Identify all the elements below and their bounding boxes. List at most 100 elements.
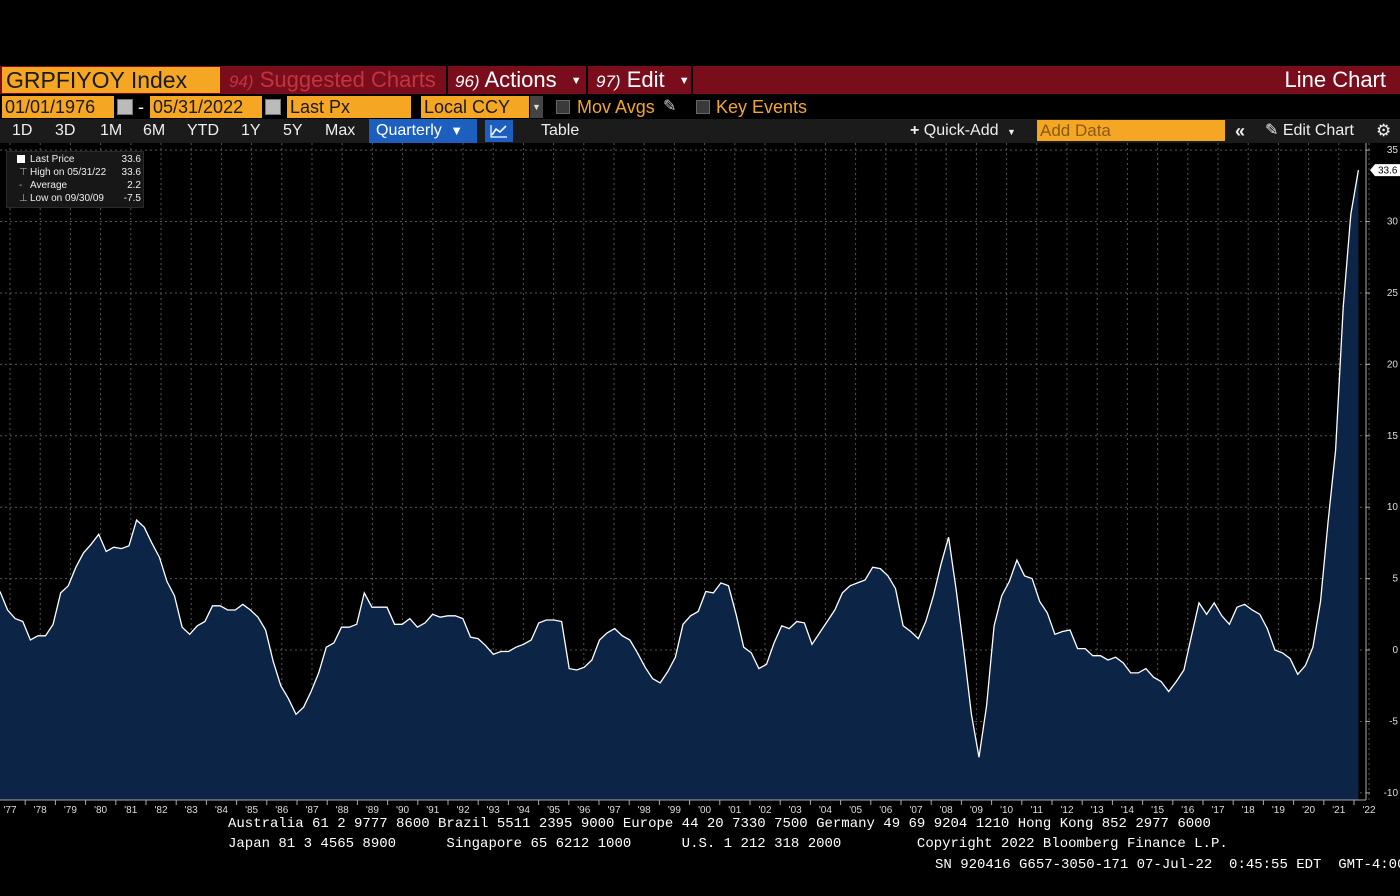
data-point [637, 652, 638, 653]
data-point [705, 591, 706, 592]
gear-icon[interactable]: ⚙ [1376, 121, 1392, 140]
range-6m-button[interactable]: 6M [143, 122, 166, 139]
x-tick-label: '84 [215, 805, 228, 816]
range-5y-button[interactable]: 5Y [283, 122, 303, 139]
range-1y-button[interactable]: 1Y [241, 122, 261, 139]
legend-value: 2.2 [127, 180, 141, 191]
y-tick-label: 15 [1387, 431, 1399, 442]
mov-avgs-checkbox[interactable] [556, 100, 570, 114]
divider [586, 66, 588, 94]
data-point [758, 668, 759, 669]
x-tick-label: '99 [668, 805, 681, 816]
data-point [242, 604, 243, 605]
data-point [235, 609, 236, 610]
data-point [144, 527, 145, 528]
data-point [1123, 662, 1124, 663]
data-point [963, 649, 964, 650]
range-1d-button[interactable]: 1D [12, 122, 33, 139]
menu-label: Edit [626, 67, 665, 92]
data-point [364, 592, 365, 593]
y-tick-label: 30 [1387, 217, 1399, 228]
data-point [713, 592, 714, 593]
data-point [690, 615, 691, 616]
start-date-input[interactable]: 01/01/1976 [2, 96, 114, 118]
data-point [531, 639, 532, 640]
data-point [1244, 604, 1245, 605]
data-point [273, 661, 274, 662]
pencil-icon[interactable]: ✎ [663, 98, 677, 115]
caret-down-icon: ▼ [450, 123, 464, 138]
range-1m-button[interactable]: 1M [100, 122, 123, 139]
data-point [53, 624, 54, 625]
data-point [607, 632, 608, 633]
x-tick-label: '12 [1060, 805, 1073, 816]
x-tick-label: '80 [94, 805, 107, 816]
line-chart[interactable]: 35 30 25 20 15 10 5 0 -5 -10 '77 '78 '79 '80 '81 '82 '8… [0, 143, 1400, 823]
date-separator: - [138, 97, 144, 117]
data-point [743, 647, 744, 648]
suggested-charts-menu[interactable]: 94) Suggested Charts [229, 66, 436, 94]
data-point [561, 621, 562, 622]
data-point [265, 629, 266, 630]
data-point [675, 657, 676, 658]
data-point [622, 635, 623, 636]
data-point [1039, 601, 1040, 602]
x-tick-label: '03 [789, 805, 802, 816]
data-point [728, 585, 729, 586]
x-tick-label: '00 [698, 805, 711, 816]
data-point [591, 659, 592, 660]
frequency-select[interactable]: Quarterly ▼ [369, 119, 477, 143]
end-date-input[interactable]: 05/31/2022 [150, 96, 262, 118]
collapse-icon[interactable]: « [1235, 121, 1246, 141]
data-point [318, 672, 319, 673]
key-events-label: Key Events [716, 97, 808, 117]
edit-menu[interactable]: 97) Edit ▼ [596, 66, 690, 94]
x-tick-label: '86 [275, 805, 288, 816]
edit-chart-button[interactable]: ✎ Edit Chart [1265, 119, 1354, 143]
data-point [842, 592, 843, 593]
data-point [15, 618, 16, 619]
data-point [1130, 672, 1131, 673]
data-point [1312, 647, 1313, 648]
key-events-checkbox[interactable] [696, 100, 710, 114]
data-point [994, 625, 995, 626]
currency-select[interactable]: Local CCY [421, 96, 529, 118]
ticker-field[interactable]: GRPFIYOY Index [2, 67, 220, 93]
y-tick-label: 0 [1392, 645, 1398, 656]
x-tick-label: '88 [336, 805, 349, 816]
data-point [667, 671, 668, 672]
data-point [1358, 170, 1359, 171]
data-point [402, 624, 403, 625]
field-select[interactable]: Last Px [287, 96, 411, 118]
last-value-label: 33.6 [1378, 166, 1398, 177]
data-point [1153, 677, 1154, 678]
calendar-icon[interactable] [117, 99, 133, 115]
footer-contacts: Australia 61 2 9777 8600 Brazil 5511 239… [228, 816, 1211, 832]
x-tick-label: '96 [577, 805, 590, 816]
quick-add-button[interactable]: + Quick-Add ▼ [910, 119, 1016, 143]
data-point [553, 619, 554, 620]
line-chart-icon[interactable] [485, 120, 513, 142]
data-point [220, 605, 221, 606]
data-point [1198, 602, 1199, 603]
range-max-button[interactable]: Max [325, 122, 356, 139]
range-ytd-button[interactable]: YTD [187, 122, 219, 139]
x-tick-label: '83 [185, 805, 198, 816]
pencil-icon: ✎ [1265, 122, 1279, 139]
data-point [409, 618, 410, 619]
data-point [895, 588, 896, 589]
data-point [1328, 521, 1329, 522]
data-point [1290, 658, 1291, 659]
data-point [1009, 581, 1010, 582]
data-point [1252, 609, 1253, 610]
dropdown-arrow-icon[interactable]: ▼ [530, 96, 543, 118]
calendar-icon[interactable] [265, 99, 281, 115]
average-marker-icon: - [19, 180, 23, 191]
caret-down-icon: ▼ [1006, 127, 1016, 137]
data-point [75, 567, 76, 568]
range-3d-button[interactable]: 3D [55, 122, 76, 139]
add-data-input[interactable]: Add Data [1037, 120, 1225, 141]
table-button[interactable]: Table [541, 122, 580, 139]
actions-menu[interactable]: 96) Actions ▼ [455, 66, 582, 94]
y-tick-label: -10 [1384, 788, 1399, 799]
